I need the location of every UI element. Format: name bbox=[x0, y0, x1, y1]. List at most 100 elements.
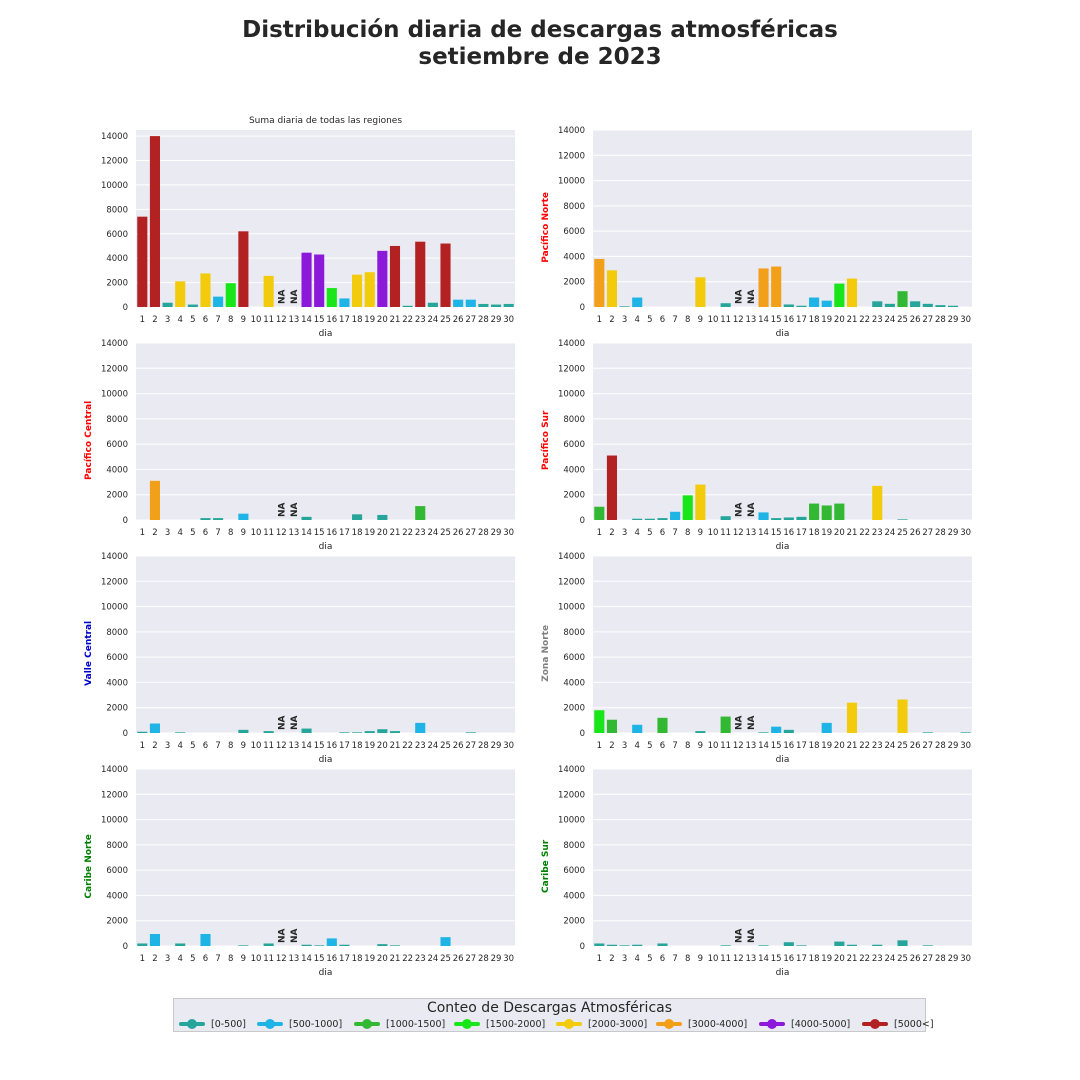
bar bbox=[758, 732, 769, 733]
y-tick-label: 4000 bbox=[106, 254, 128, 264]
x-tick-label: 18 bbox=[809, 315, 820, 325]
bar bbox=[427, 302, 438, 307]
legend-title: Conteo de Descargas Atmosféricas bbox=[426, 1000, 673, 1016]
plot-area bbox=[136, 343, 515, 520]
x-tick-label: 27 bbox=[465, 741, 476, 751]
bar bbox=[821, 505, 832, 520]
bar bbox=[137, 216, 148, 307]
x-tick-label: 15 bbox=[771, 954, 782, 964]
x-tick-label: 9 bbox=[241, 528, 246, 538]
y-tick-label: 4000 bbox=[106, 678, 128, 688]
bar bbox=[137, 943, 148, 946]
bar bbox=[644, 518, 655, 520]
bar bbox=[872, 485, 883, 520]
x-tick-label: 22 bbox=[859, 954, 870, 964]
bar bbox=[632, 724, 643, 733]
bar bbox=[783, 729, 794, 733]
legend-marker-icon bbox=[862, 1017, 888, 1031]
bar bbox=[771, 266, 782, 307]
x-tick-label: 1 bbox=[597, 954, 602, 964]
bar bbox=[872, 944, 883, 946]
y-tick-label: 12000 bbox=[101, 790, 128, 800]
x-tick-label: 24 bbox=[427, 954, 438, 964]
legend-marker-icon bbox=[454, 1017, 480, 1031]
bar bbox=[758, 512, 769, 520]
legend-label: [4000-5000] bbox=[791, 1018, 851, 1030]
x-tick-label: 8 bbox=[228, 528, 233, 538]
y-tick-label: 6000 bbox=[563, 227, 585, 237]
x-tick-label: 10 bbox=[251, 315, 262, 325]
bar bbox=[162, 302, 173, 307]
x-tick-label: 29 bbox=[491, 315, 502, 325]
x-tick-label: 10 bbox=[251, 954, 262, 964]
bar bbox=[922, 732, 933, 733]
x-tick-label: 2 bbox=[609, 528, 614, 538]
x-tick-label: 28 bbox=[478, 315, 489, 325]
bar bbox=[821, 722, 832, 733]
x-tick-label: 7 bbox=[215, 528, 220, 538]
bar bbox=[796, 305, 807, 307]
y-tick-label: 12000 bbox=[558, 364, 585, 374]
x-tick-label: 21 bbox=[390, 528, 401, 538]
x-tick-label: 28 bbox=[478, 528, 489, 538]
bar bbox=[606, 944, 618, 946]
y-tick-label: 6000 bbox=[563, 866, 585, 876]
x-tick-label: 12 bbox=[733, 528, 744, 538]
bar bbox=[632, 297, 643, 307]
x-tick-label: 22 bbox=[402, 954, 413, 964]
missing-label: NA bbox=[277, 928, 287, 943]
y-axis-label: Pacífico Norte bbox=[541, 192, 551, 263]
bar bbox=[301, 728, 312, 733]
x-tick-label: 20 bbox=[377, 315, 388, 325]
x-tick-label: 27 bbox=[922, 954, 933, 964]
y-tick-label: 0 bbox=[123, 729, 128, 739]
x-tick-label: 26 bbox=[453, 741, 464, 751]
x-axis-label: dia bbox=[319, 329, 333, 339]
bar bbox=[632, 944, 643, 946]
legend-label: [2000-3000] bbox=[588, 1018, 648, 1030]
missing-label: NA bbox=[290, 715, 300, 730]
x-tick-label: 4 bbox=[635, 741, 640, 751]
figure-title-line-1: Distribución diaria de descargas atmosfé… bbox=[242, 17, 838, 43]
x-tick-label: 29 bbox=[948, 954, 959, 964]
bar bbox=[175, 732, 186, 733]
x-tick-label: 15 bbox=[314, 528, 325, 538]
bar bbox=[503, 303, 514, 307]
x-tick-label: 3 bbox=[165, 954, 170, 964]
bar bbox=[238, 231, 249, 307]
bar bbox=[200, 933, 211, 946]
x-tick-label: 13 bbox=[289, 741, 300, 751]
x-tick-label: 7 bbox=[215, 741, 220, 751]
missing-label: NA bbox=[747, 289, 757, 304]
x-axis-label: dia bbox=[319, 968, 333, 978]
y-tick-label: 14000 bbox=[558, 339, 585, 349]
x-tick-label: 27 bbox=[922, 315, 933, 325]
y-tick-label: 10000 bbox=[101, 603, 128, 613]
x-tick-label: 15 bbox=[771, 315, 782, 325]
y-axis-label: Caribe Norte bbox=[84, 834, 94, 898]
bar bbox=[606, 455, 618, 520]
missing-label: NA bbox=[277, 502, 287, 517]
x-tick-label: 16 bbox=[326, 954, 337, 964]
x-tick-label: 22 bbox=[402, 528, 413, 538]
x-tick-label: 11 bbox=[263, 315, 274, 325]
bar bbox=[238, 513, 249, 520]
x-tick-label: 29 bbox=[491, 741, 502, 751]
y-tick-label: 0 bbox=[123, 942, 128, 952]
x-tick-label: 6 bbox=[660, 315, 665, 325]
x-tick-label: 3 bbox=[622, 315, 627, 325]
y-tick-label: 2000 bbox=[563, 278, 585, 288]
x-axis-label: dia bbox=[776, 329, 790, 339]
x-tick-label: 1 bbox=[597, 528, 602, 538]
x-tick-label: 2 bbox=[152, 741, 157, 751]
bar bbox=[314, 945, 325, 946]
x-tick-label: 28 bbox=[935, 315, 946, 325]
x-tick-label: 17 bbox=[339, 954, 350, 964]
x-tick-label: 15 bbox=[314, 315, 325, 325]
x-tick-label: 23 bbox=[872, 741, 883, 751]
bar bbox=[884, 303, 895, 307]
x-tick-label: 23 bbox=[872, 528, 883, 538]
y-tick-label: 2000 bbox=[563, 704, 585, 714]
x-tick-label: 3 bbox=[622, 954, 627, 964]
